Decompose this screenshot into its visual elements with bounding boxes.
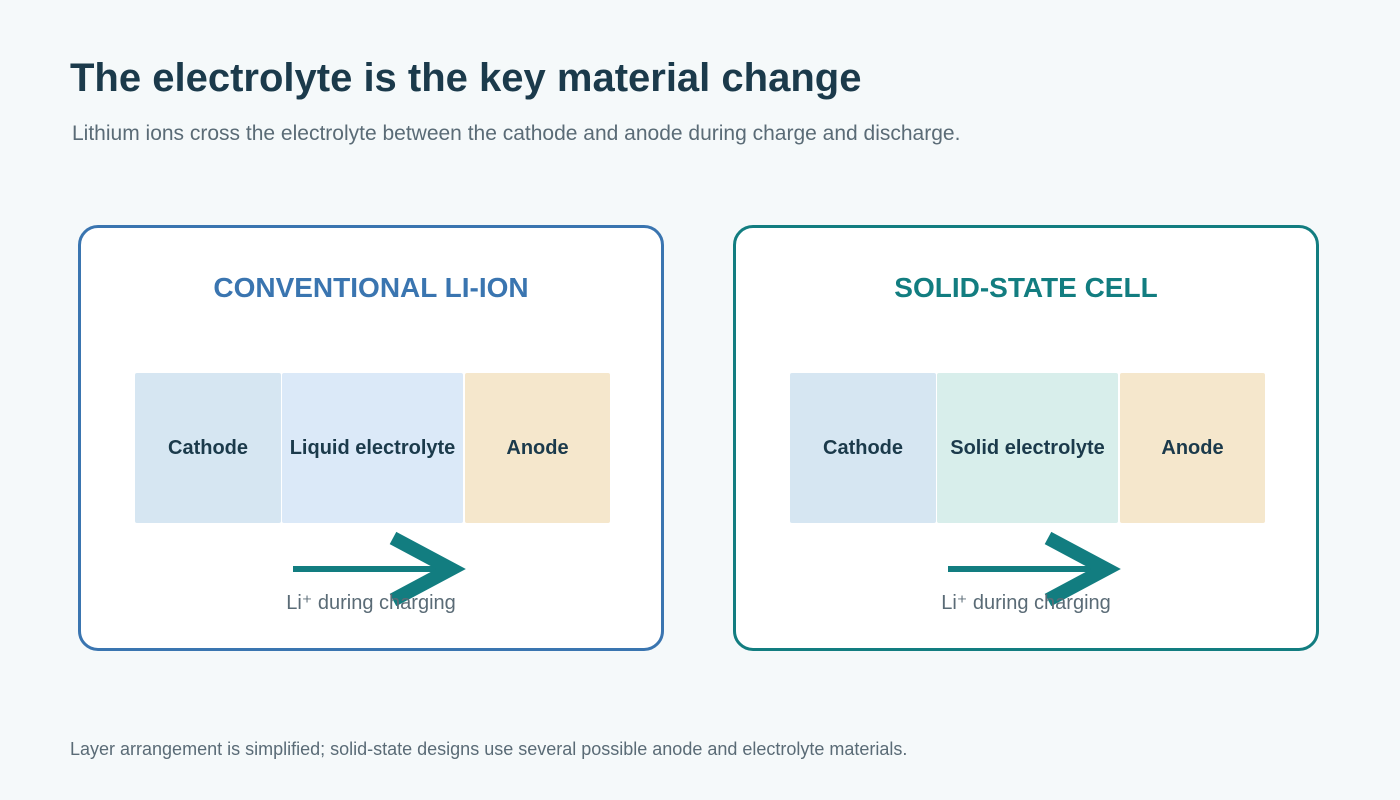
title: The electrolyte is the key material chan… bbox=[70, 56, 862, 100]
panel: CONVENTIONAL LI-ION Cathode Liquid elect… bbox=[78, 225, 664, 651]
arrow bbox=[293, 531, 466, 607]
panel: SOLID-STATE CELL Cathode Solid electroly… bbox=[733, 225, 1319, 651]
layer: Anode bbox=[1120, 373, 1265, 523]
layer: Cathode bbox=[790, 373, 936, 523]
layer: Solid electrolyte bbox=[937, 373, 1118, 523]
footnote: Layer arrangement is simplified; solid-s… bbox=[70, 739, 908, 759]
arrow bbox=[948, 531, 1121, 607]
panel-title: SOLID-STATE CELL bbox=[894, 272, 1158, 303]
panel-title: CONVENTIONAL LI-ION bbox=[213, 272, 529, 303]
layer: Anode bbox=[465, 373, 610, 523]
layer: Cathode bbox=[135, 373, 281, 523]
arrow-label: Li⁺ during charging bbox=[941, 592, 1111, 614]
subtitle: Lithium ions cross the electrolyte betwe… bbox=[72, 122, 961, 145]
arrow-label: Li⁺ during charging bbox=[286, 592, 456, 614]
layer: Liquid electrolyte bbox=[282, 373, 463, 523]
